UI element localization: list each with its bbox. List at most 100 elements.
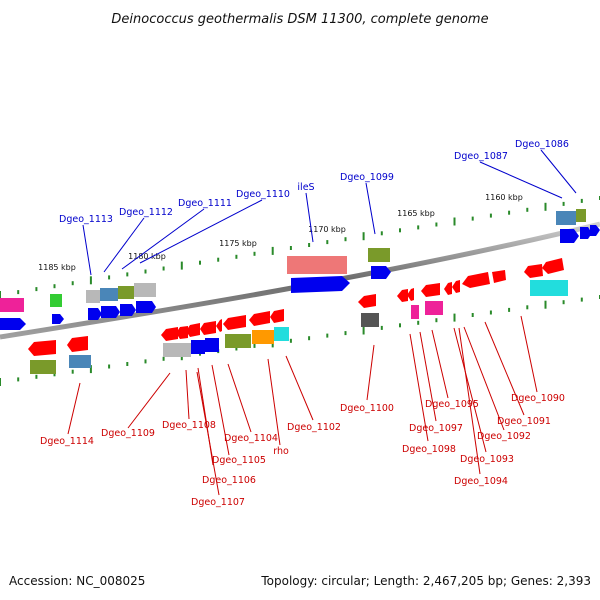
gene-arrow[interactable] <box>223 315 246 330</box>
gene-arrow[interactable] <box>52 314 64 324</box>
gene-arrow[interactable] <box>358 294 376 308</box>
gene-arrow[interactable] <box>136 301 156 313</box>
gene-block[interactable] <box>411 305 419 319</box>
gene-label[interactable]: Dgeo_1112 <box>119 207 173 218</box>
gene-label[interactable]: Dgeo_1102 <box>287 422 341 433</box>
gene-arrow[interactable] <box>524 264 543 278</box>
gene-block[interactable] <box>50 294 62 307</box>
gene-arrow[interactable] <box>421 283 440 297</box>
gene-arrow[interactable] <box>452 280 460 293</box>
tick-mark <box>17 377 20 382</box>
gene-arrow[interactable] <box>67 336 88 352</box>
gene-arrow[interactable] <box>88 308 102 320</box>
gene-arrow[interactable] <box>249 311 270 326</box>
gene-arrow[interactable] <box>216 319 222 332</box>
gene-arrow[interactable] <box>120 304 136 316</box>
tick-mark <box>108 364 111 369</box>
tick-mark <box>508 307 511 312</box>
tick-mark <box>326 333 329 338</box>
tick-mark <box>580 198 583 203</box>
tick-mark <box>471 216 474 221</box>
tick-mark <box>0 378 1 386</box>
gene-block[interactable] <box>368 248 390 262</box>
gene-block[interactable] <box>118 286 134 299</box>
gene-label[interactable]: Dgeo_1108 <box>162 420 216 431</box>
gene-label[interactable]: Dgeo_1104 <box>224 433 278 444</box>
gene-label[interactable]: Dgeo_1111 <box>178 198 232 209</box>
tick-mark <box>362 232 365 241</box>
gene-block[interactable] <box>0 298 24 312</box>
gene-arrow[interactable] <box>270 309 284 323</box>
gene-block[interactable] <box>86 290 100 303</box>
gene-block[interactable] <box>100 288 118 301</box>
gene-label[interactable]: Dgeo_1113 <box>59 214 113 225</box>
gene-arrow[interactable] <box>492 270 506 283</box>
tick-mark <box>489 213 492 218</box>
gene-block-rho[interactable] <box>252 330 274 344</box>
gene-arrow[interactable] <box>101 306 120 318</box>
gene-arrow[interactable] <box>161 327 178 341</box>
gene-block-iles[interactable] <box>287 256 347 274</box>
gene-arrow[interactable] <box>560 229 579 243</box>
gene-label[interactable]: Dgeo_1095 <box>425 399 479 410</box>
gene-arrow[interactable] <box>397 289 408 302</box>
tick-mark <box>344 237 347 242</box>
gene-arrow[interactable] <box>186 323 200 337</box>
gene-block[interactable] <box>556 211 576 225</box>
gene-label[interactable]: Dgeo_1110 <box>236 189 290 200</box>
gene-arrow[interactable] <box>542 258 564 274</box>
gene-label[interactable]: Dgeo_1086 <box>515 139 569 150</box>
genome-backbone <box>0 221 600 340</box>
gene-block[interactable] <box>361 313 379 327</box>
gene-label[interactable]: Dgeo_1105 <box>212 455 266 466</box>
gene-label[interactable]: Dgeo_1114 <box>40 436 94 447</box>
gene-label[interactable]: Dgeo_1109 <box>101 428 155 439</box>
gene-label[interactable]: Dgeo_1087 <box>454 151 508 162</box>
tick-mark <box>526 207 529 212</box>
gene-label[interactable]: Dgeo_1091 <box>497 416 551 427</box>
gene-label[interactable]: Dgeo_1092 <box>477 431 531 442</box>
gene-label[interactable]: Dgeo_1097 <box>409 423 463 434</box>
gene-label[interactable]: Dgeo_1094 <box>454 476 508 487</box>
gene-block[interactable] <box>30 360 56 374</box>
gene-arrow-iles[interactable] <box>291 276 350 293</box>
gene-label[interactable]: Dgeo_1090 <box>511 393 565 404</box>
gene-label[interactable]: Dgeo_1098 <box>402 444 456 455</box>
gene-arrow[interactable] <box>590 225 600 236</box>
tick-mark <box>526 305 529 310</box>
tick-mark <box>253 343 256 348</box>
gene-block[interactable] <box>134 283 156 297</box>
gene-arrow[interactable] <box>371 266 391 279</box>
tick-label: 1165 kbp <box>397 209 435 218</box>
gene-block[interactable] <box>530 280 568 296</box>
tick-mark <box>35 287 38 292</box>
gene-label[interactable]: Dgeo_1106 <box>202 475 256 486</box>
gene-label[interactable]: Dgeo_1107 <box>191 497 245 508</box>
gene-block[interactable] <box>576 209 586 222</box>
gene-arrow[interactable] <box>176 326 188 339</box>
gene-block[interactable] <box>274 327 289 341</box>
gene-label[interactable]: rho <box>273 446 289 457</box>
tick-mark <box>417 225 420 230</box>
gene-label[interactable]: Dgeo_1093 <box>460 454 514 465</box>
gene-label[interactable]: Dgeo_1099 <box>340 172 394 183</box>
gene-block[interactable] <box>191 340 205 354</box>
gene-arrow[interactable] <box>462 272 490 288</box>
gene-block[interactable] <box>69 355 91 368</box>
gene-arrow[interactable] <box>580 227 592 239</box>
gene-arrow[interactable] <box>0 318 26 330</box>
gene-label[interactable]: ileS <box>297 182 314 193</box>
gene-block[interactable] <box>225 334 251 348</box>
gene-block[interactable] <box>425 301 443 315</box>
gene-block[interactable] <box>163 343 191 357</box>
gene-arrow[interactable] <box>444 282 452 295</box>
gene-arrow[interactable] <box>407 288 414 301</box>
tick-mark <box>453 217 456 226</box>
reverse-genes <box>28 280 460 374</box>
tick-mark <box>271 246 274 255</box>
gene-label[interactable]: Dgeo_1100 <box>340 403 394 414</box>
gene-block[interactable] <box>205 338 219 352</box>
gene-arrow[interactable] <box>28 340 56 356</box>
gene-arrow[interactable] <box>200 321 216 335</box>
